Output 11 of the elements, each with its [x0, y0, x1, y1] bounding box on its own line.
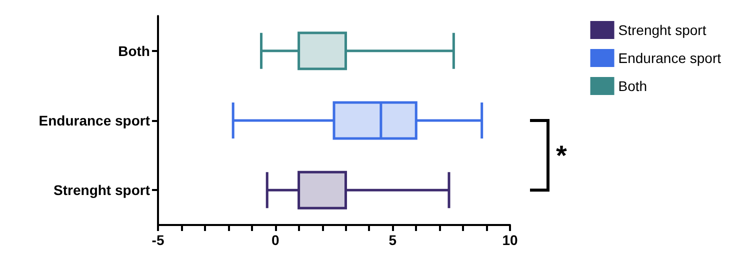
y-tick-label: Endurance sport: [38, 112, 150, 128]
y-tick-label: Both: [118, 42, 150, 59]
x-tick-label: -5: [152, 232, 164, 248]
legend-label: Both: [618, 78, 648, 94]
x-tick-label: 10: [502, 232, 518, 248]
x-tick-label: 0: [271, 232, 280, 248]
y-tick-label: Strenght sport: [54, 182, 150, 198]
x-tick-label: 5: [388, 232, 397, 248]
legend-label: Endurance sport: [618, 50, 722, 66]
legend-label: Strenght sport: [618, 22, 706, 38]
text: *: [556, 140, 567, 171]
